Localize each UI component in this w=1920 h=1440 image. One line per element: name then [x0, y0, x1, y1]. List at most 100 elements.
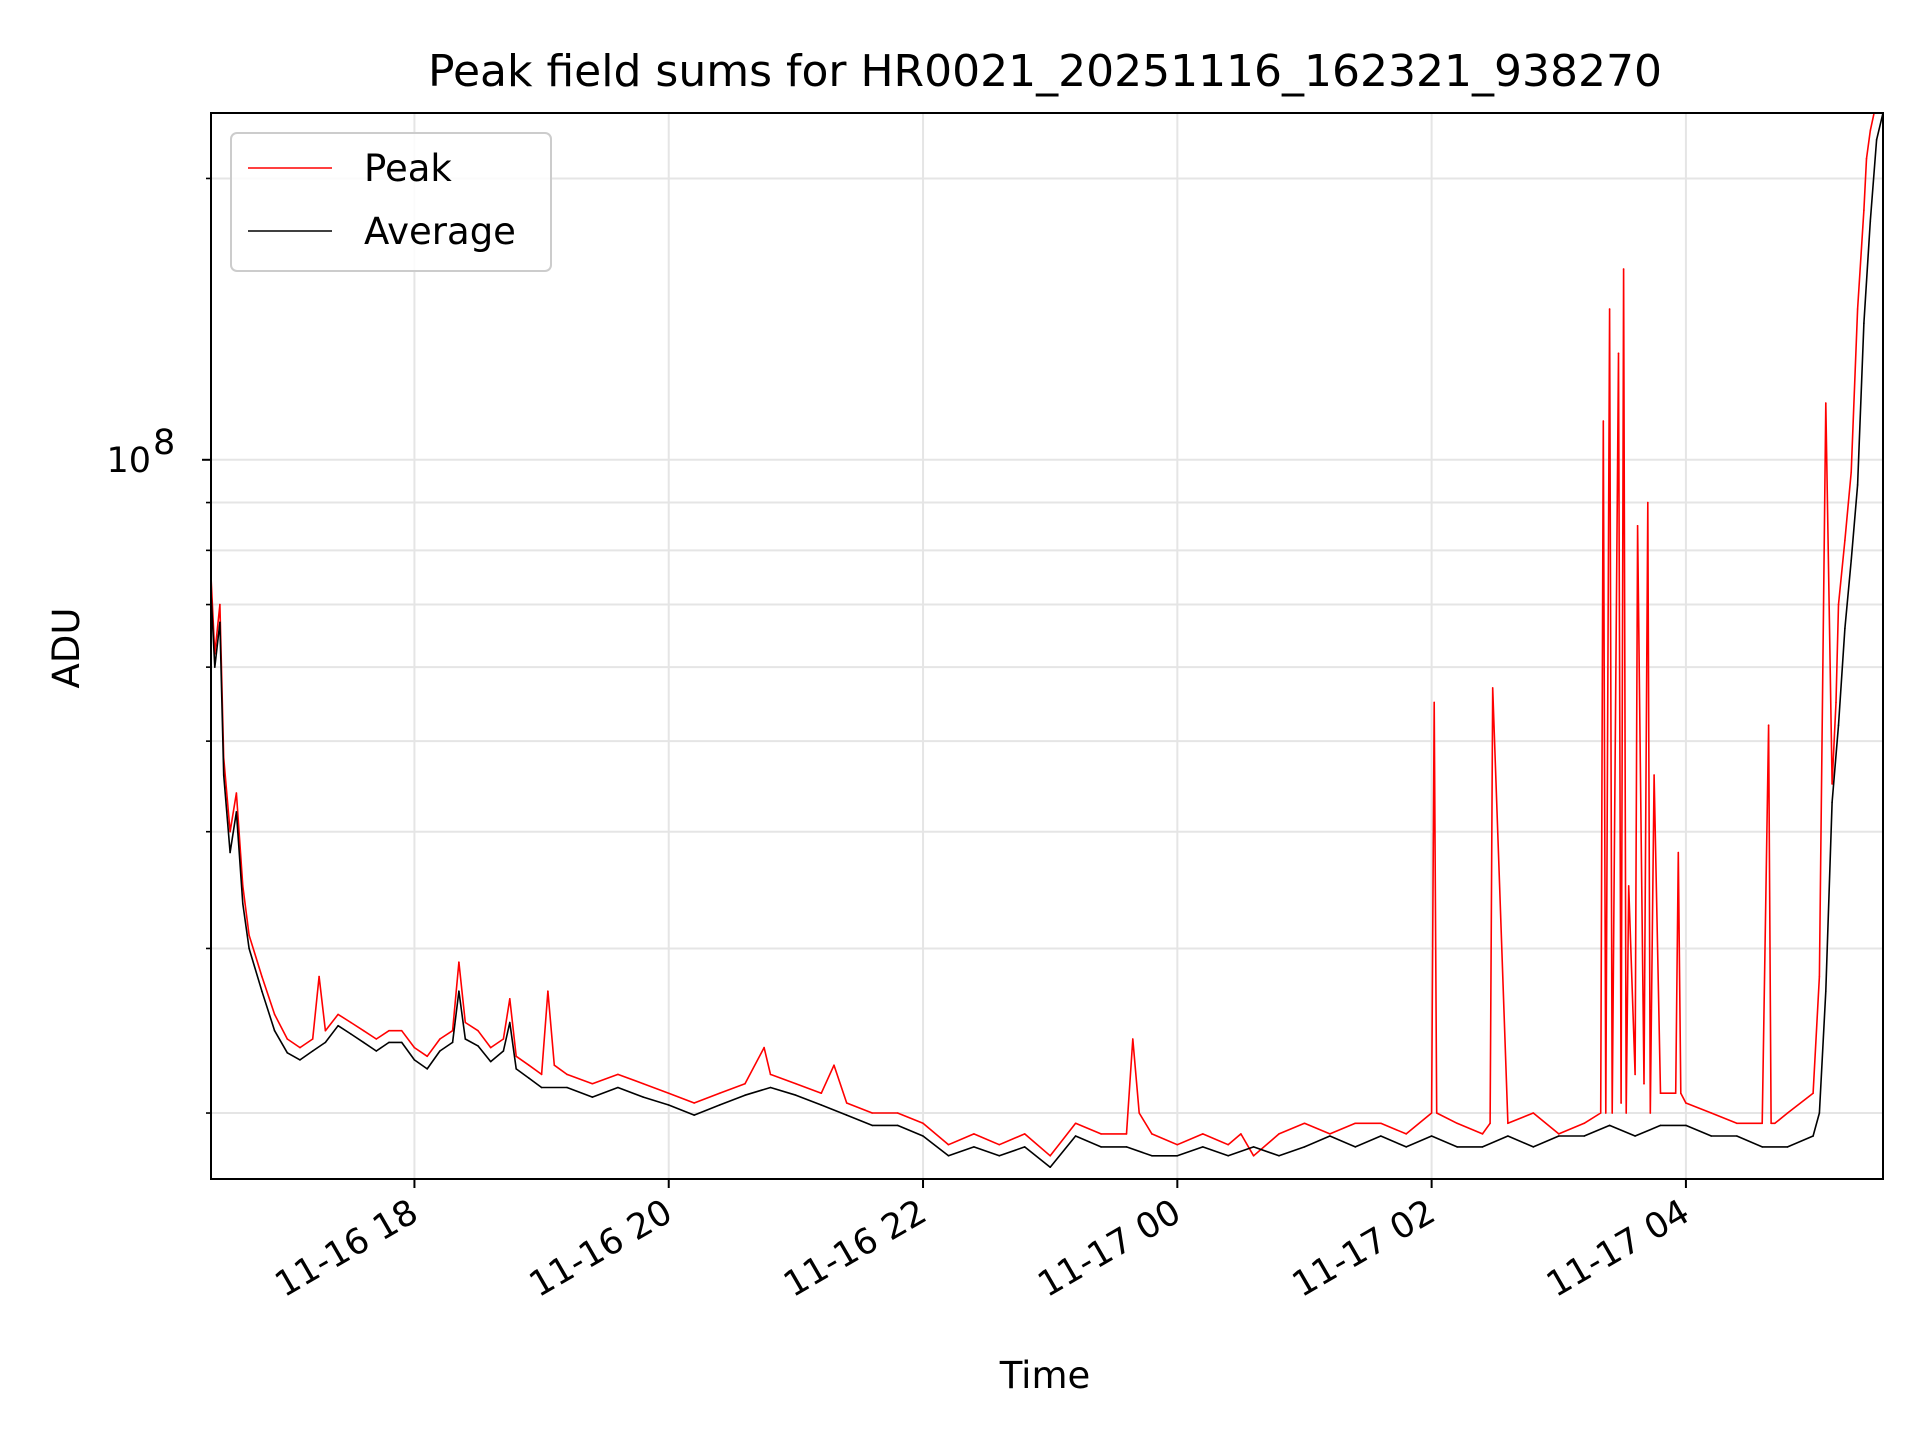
- data-point: [248, 947, 250, 950]
- data-point: [922, 1135, 924, 1137]
- data-point: [871, 1124, 873, 1127]
- data-point: [426, 1068, 429, 1070]
- data-point: [1202, 1146, 1204, 1148]
- data-point: [1602, 420, 1605, 422]
- data-point: [1329, 1135, 1331, 1137]
- data-point: [362, 1041, 365, 1044]
- data-point: [1252, 1155, 1255, 1157]
- data-point: [1865, 157, 1868, 160]
- data-point: [235, 811, 238, 813]
- data-point: [515, 1068, 517, 1070]
- data-point: [1837, 724, 1840, 726]
- data-point: [1605, 1112, 1607, 1114]
- data-point: [833, 1064, 835, 1066]
- data-point: [769, 1073, 772, 1076]
- data-point: [477, 1045, 479, 1047]
- y-axis-ticks: 10 8: [106, 177, 211, 1114]
- data-point: [439, 1050, 441, 1052]
- y-axis-label: ADU: [45, 608, 88, 689]
- data-point: [515, 1055, 517, 1058]
- data-point: [1435, 1112, 1438, 1114]
- data-point: [1151, 1155, 1153, 1157]
- data-point: [1558, 1135, 1560, 1137]
- series-line-average: [211, 113, 1883, 1168]
- data-point: [617, 1086, 619, 1089]
- data-point: [222, 774, 225, 776]
- data-point: [1818, 975, 1821, 978]
- data-point: [1405, 1133, 1407, 1135]
- data-point: [528, 1077, 530, 1079]
- data-point: [1132, 1038, 1134, 1040]
- data-point: [388, 1029, 390, 1032]
- data-point: [1837, 603, 1840, 606]
- data-point: [763, 1046, 765, 1049]
- data-point: [458, 990, 460, 992]
- data-point: [362, 1029, 365, 1032]
- data-point: [1856, 484, 1859, 486]
- data-point: [642, 1082, 645, 1085]
- data-point: [1818, 1112, 1821, 1114]
- data-point: [1825, 990, 1827, 992]
- data-point: [311, 1038, 314, 1040]
- data-point: [1583, 1135, 1585, 1137]
- legend: Peak Average: [230, 132, 552, 272]
- y-tick-label-base: 10: [106, 441, 151, 481]
- data-point: [744, 1082, 746, 1085]
- data-point: [820, 1104, 823, 1106]
- data-point: [1625, 1112, 1627, 1114]
- data-point: [502, 1050, 505, 1052]
- data-point: [1481, 1146, 1484, 1148]
- data-point: [1674, 1092, 1677, 1094]
- data-point: [318, 975, 320, 978]
- data-point: [477, 1029, 479, 1032]
- data-point: [1875, 139, 1878, 141]
- data-point: [350, 1021, 352, 1024]
- y-tick-label: 10 8: [106, 423, 175, 481]
- data-point: [324, 1041, 327, 1044]
- data-point: [337, 1024, 339, 1027]
- data-point: [489, 1060, 492, 1063]
- data-point: [1622, 268, 1625, 270]
- data-point: [1677, 851, 1680, 854]
- data-point: [388, 1041, 390, 1044]
- data-point: [1354, 1122, 1357, 1125]
- data-point: [947, 1143, 950, 1146]
- data-point: [1430, 1112, 1433, 1114]
- data-point: [547, 990, 549, 992]
- data-point: [1627, 885, 1630, 887]
- data-point: [1303, 1146, 1306, 1148]
- data-point: [229, 830, 231, 833]
- data-point: [1786, 1112, 1789, 1114]
- data-point: [1303, 1122, 1306, 1125]
- data-point: [1202, 1133, 1204, 1135]
- data-point: [311, 1050, 314, 1052]
- data-point: [286, 1038, 289, 1040]
- data-point: [1599, 1112, 1602, 1114]
- data-point: [1354, 1146, 1357, 1148]
- data-point: [1761, 1122, 1763, 1125]
- data-point: [1151, 1133, 1153, 1135]
- data-point: [1138, 1112, 1140, 1114]
- data-point: [591, 1096, 594, 1098]
- data-point: [235, 792, 238, 794]
- data-point: [413, 1059, 416, 1061]
- data-point: [261, 975, 263, 978]
- data-point: [1611, 1112, 1613, 1114]
- data-point: [1649, 1112, 1652, 1114]
- data-point: [350, 1033, 352, 1035]
- data-point: [1507, 1135, 1509, 1137]
- data-point: [1176, 1155, 1179, 1157]
- data-point: [1685, 1124, 1687, 1127]
- data-point: [464, 1038, 467, 1040]
- data-point: [1507, 1122, 1509, 1125]
- data-point: [214, 666, 216, 668]
- data-point: [509, 1021, 511, 1024]
- data-point: [1532, 1146, 1535, 1148]
- data-point: [1850, 471, 1852, 474]
- data-point: [464, 1021, 467, 1024]
- data-point: [1767, 724, 1770, 726]
- data-point: [1659, 1092, 1662, 1094]
- data-point: [248, 934, 250, 936]
- data-point: [871, 1112, 873, 1114]
